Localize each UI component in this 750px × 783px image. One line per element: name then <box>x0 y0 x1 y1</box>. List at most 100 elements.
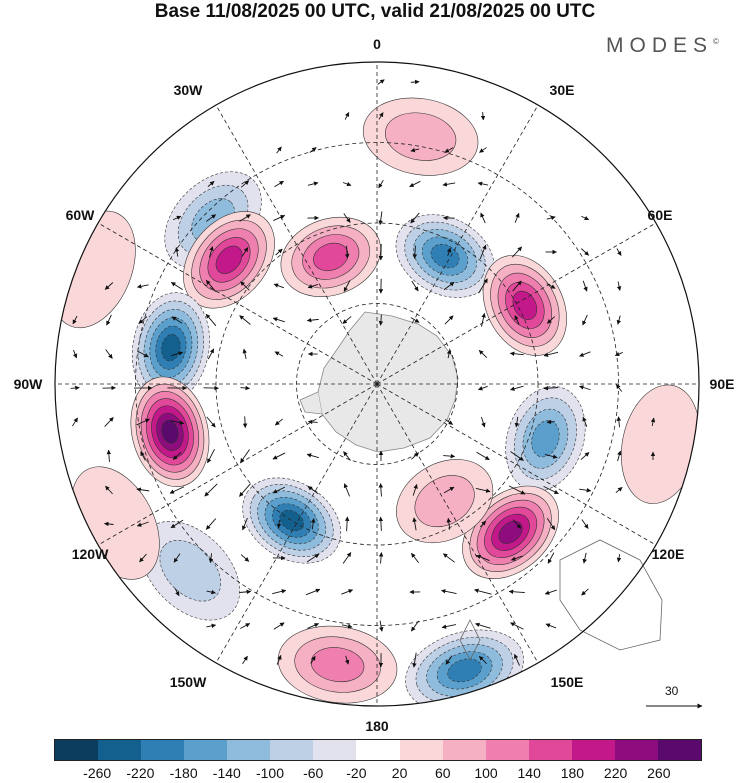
wind-vector <box>70 385 80 391</box>
wind-vector <box>582 552 587 564</box>
wind-vector <box>136 418 150 426</box>
contour-level <box>447 658 482 683</box>
wind-vector <box>412 652 417 668</box>
wind-vector <box>205 280 217 292</box>
wind-vector <box>479 147 487 153</box>
colorbar-segment <box>442 740 486 760</box>
colorbar-tick-label: 220 <box>603 765 628 781</box>
wind-vector <box>240 449 250 463</box>
wind-vector <box>581 519 589 529</box>
wind-vector <box>580 452 590 460</box>
wind-vector <box>276 654 282 665</box>
wind-vector <box>272 317 285 323</box>
brand-mark: © <box>713 37 719 46</box>
colorbar-tick-label: 260 <box>647 765 671 781</box>
wind-vector <box>204 483 218 497</box>
wind-vector <box>274 351 284 357</box>
colorbar-segment <box>141 740 185 760</box>
wind-vector <box>239 483 251 497</box>
wind-vector <box>582 416 588 428</box>
wind-vector <box>410 79 420 85</box>
longitude-label: 180 <box>365 718 389 734</box>
wind-vector <box>305 588 321 596</box>
wind-vector <box>171 351 184 357</box>
wind-vector <box>343 213 351 223</box>
colorbar-segment <box>614 740 658 760</box>
wind-vector <box>208 553 214 564</box>
contour-level <box>159 539 222 602</box>
wind-vector <box>276 146 282 154</box>
wind-vector <box>650 417 656 427</box>
wind-vector <box>72 315 78 325</box>
wind-vector <box>378 314 384 326</box>
wind-vector <box>104 282 114 290</box>
wind-vector <box>508 589 525 594</box>
wind-vector <box>239 589 252 595</box>
wind-vector <box>341 589 354 595</box>
wind-vector <box>581 588 589 596</box>
wind-vector <box>410 212 420 224</box>
anomaly-center <box>277 625 398 704</box>
wind-vector <box>106 314 112 326</box>
wind-vector <box>543 351 559 357</box>
reference-vector-label: 30 <box>665 684 679 698</box>
colorbar-tick-label: 100 <box>474 765 498 781</box>
wind-vector <box>306 453 319 459</box>
wind-vector <box>239 315 251 325</box>
wind-vector <box>443 281 455 291</box>
wind-vector <box>615 486 623 494</box>
wind-vector <box>105 349 113 359</box>
colorbar-tick-label: -60 <box>303 765 324 781</box>
wind-vector <box>140 451 146 461</box>
wind-vector <box>410 317 420 323</box>
wind-vector <box>242 348 247 359</box>
wind-vector <box>343 451 351 461</box>
anomaly-center <box>140 520 241 621</box>
wind-vectors <box>70 79 656 668</box>
wind-vector <box>546 283 556 289</box>
anomaly-center <box>362 97 479 176</box>
longitude-label: 0 <box>373 36 381 52</box>
wind-vector <box>512 519 522 529</box>
longitude-label: 90E <box>709 376 735 392</box>
wind-vector <box>412 517 417 531</box>
wind-vector <box>510 451 524 461</box>
colorbar-tick-label: -220 <box>126 765 155 781</box>
map-border <box>54 61 700 707</box>
contour-level <box>313 242 349 272</box>
wind-vector <box>105 485 113 495</box>
wind-vector <box>616 281 622 291</box>
new-zealand-coastline <box>459 619 481 661</box>
wind-vector <box>240 180 250 188</box>
wind-vector <box>275 248 283 256</box>
wind-vector <box>344 655 350 665</box>
wind-vector <box>240 623 251 629</box>
wind-vector <box>543 485 559 495</box>
wind-vector <box>514 416 520 428</box>
wind-vector <box>378 211 383 226</box>
wind-vector <box>614 351 623 357</box>
wind-vector <box>579 351 591 357</box>
meridian-line <box>376 383 539 664</box>
antarctica-landmass <box>317 311 459 453</box>
wind-vector <box>616 315 622 325</box>
wind-vector <box>174 588 180 597</box>
wind-vector <box>207 348 215 360</box>
wind-vector <box>378 516 384 531</box>
wind-vector <box>310 655 316 664</box>
wind-vector <box>136 284 149 289</box>
wind-vector <box>412 245 418 259</box>
wind-vector <box>443 486 455 494</box>
wind-vector <box>72 417 78 427</box>
wind-vector <box>209 246 214 258</box>
wind-vector <box>579 385 591 391</box>
colorbar-tick-label: -20 <box>346 765 367 781</box>
wind-vector <box>276 520 282 529</box>
wind-vector <box>377 79 385 85</box>
wind-vector <box>411 280 419 292</box>
wind-vector <box>581 215 590 221</box>
wind-vector <box>171 316 183 324</box>
anomaly-center <box>395 214 495 298</box>
wind-vector <box>582 314 588 326</box>
wind-vector <box>240 554 250 562</box>
